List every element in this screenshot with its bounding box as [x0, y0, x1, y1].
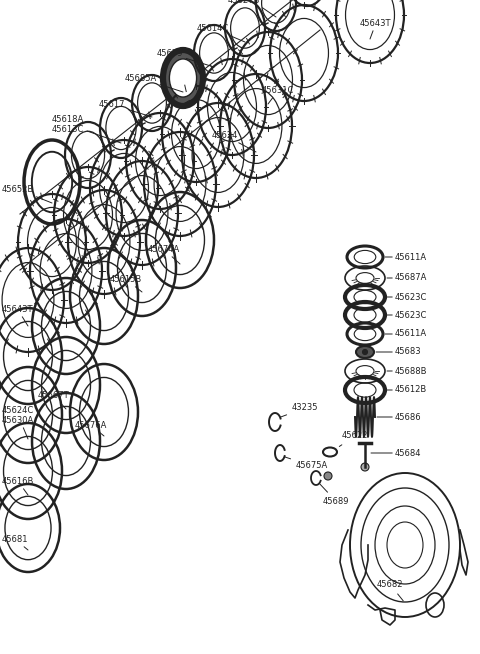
Text: 45652B: 45652B [2, 185, 52, 203]
Text: 45616B: 45616B [2, 477, 35, 495]
Text: 45685A: 45685A [125, 74, 183, 92]
Ellipse shape [169, 59, 197, 97]
Text: 45679: 45679 [157, 49, 214, 67]
Text: 45631C: 45631C [262, 86, 294, 104]
Text: 45624C
45630A: 45624C 45630A [2, 405, 34, 439]
Text: 45611A: 45611A [385, 252, 427, 262]
Text: 45614C: 45614C [197, 24, 245, 42]
Text: 45623C: 45623C [387, 311, 427, 320]
Text: 45687A: 45687A [387, 273, 427, 283]
Text: 45643T: 45643T [360, 19, 392, 39]
Text: 45657B
45627B: 45657B 45627B [228, 0, 276, 17]
Text: 45676A: 45676A [75, 421, 108, 436]
Text: 45622: 45622 [339, 432, 368, 447]
Text: 45684: 45684 [371, 449, 421, 458]
Circle shape [362, 350, 367, 354]
Text: 45611A: 45611A [385, 330, 427, 339]
Text: 45674A: 45674A [148, 245, 180, 264]
Text: 45612B: 45612B [387, 385, 427, 394]
Text: 45643T: 45643T [2, 305, 34, 326]
Circle shape [324, 472, 332, 480]
Text: 45617: 45617 [99, 100, 152, 117]
Ellipse shape [356, 346, 374, 358]
Text: 45682: 45682 [377, 580, 403, 601]
Text: 45686: 45686 [377, 413, 421, 421]
Text: 45624: 45624 [212, 131, 256, 152]
Text: 45623C: 45623C [387, 292, 427, 301]
Circle shape [361, 463, 369, 471]
Text: 45683: 45683 [376, 347, 421, 356]
Text: 45615B: 45615B [110, 275, 142, 292]
Text: 45665: 45665 [0, 653, 1, 654]
Text: 45667T: 45667T [38, 391, 70, 409]
Text: 45618A
45613C: 45618A 45613C [52, 114, 121, 143]
Text: 45675A: 45675A [285, 457, 328, 470]
Text: 45688B: 45688B [387, 366, 428, 375]
Text: 43235: 43235 [281, 404, 319, 417]
Text: 45681: 45681 [2, 535, 28, 550]
Text: 45689: 45689 [320, 484, 349, 506]
Ellipse shape [163, 50, 203, 106]
